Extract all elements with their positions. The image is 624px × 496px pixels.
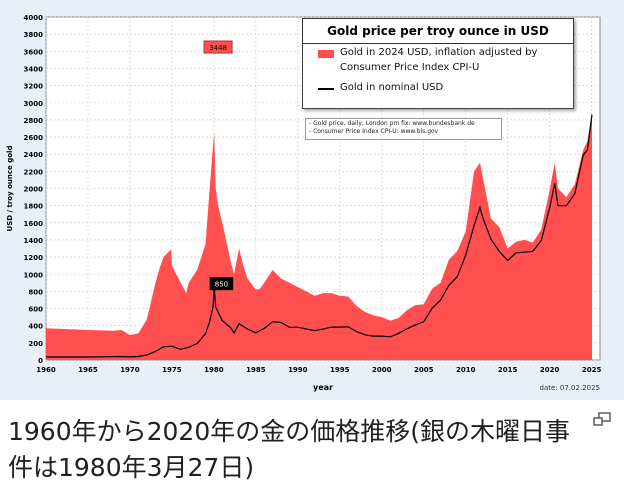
y-tick-label: 3400 — [24, 65, 44, 73]
annotation-label: 3448 — [209, 44, 227, 52]
y-axis-label: USD / troy ounce gold — [6, 146, 14, 232]
y-tick-label: 1000 — [24, 271, 44, 279]
y-tick-label: 800 — [28, 288, 43, 296]
y-tick-label: 2000 — [24, 186, 44, 194]
x-tick-label: 2000 — [372, 366, 392, 374]
x-tick-label: 1990 — [288, 366, 308, 374]
figure-caption: 1960年から2020年の金の価格推移(銀の木曜日事件は1980年3月27日) — [8, 417, 571, 482]
source-notes-box — [305, 118, 502, 140]
y-tick-label: 1400 — [24, 237, 44, 245]
x-tick-label: 2015 — [498, 366, 518, 374]
x-tick-label: 1970 — [120, 366, 140, 374]
expand-image-icon[interactable] — [593, 412, 611, 426]
chart-figure: 0 200 400 600 800 1000 1200 1400 1600 1800 2000 220… — [0, 0, 624, 400]
y-tick-label: 2600 — [24, 134, 44, 142]
x-tick-label: 1975 — [162, 366, 182, 374]
legend-item-inflation-line1: Gold in 2024 USD, inflation adjusted by — [340, 47, 538, 58]
chart-title: Gold price per troy ounce in USD — [302, 18, 574, 44]
y-tick-label: 0 — [38, 357, 43, 365]
y-tick-label: 3800 — [24, 31, 44, 39]
y-tick-label: 400 — [28, 323, 43, 331]
source-note-1: - Gold price, daily, London pm fix: www.… — [309, 120, 475, 127]
x-tick-label: 2010 — [456, 366, 476, 374]
y-tick-label: 2800 — [24, 117, 44, 125]
y-tick-label: 3200 — [24, 83, 44, 91]
y-tick-label: 200 — [28, 340, 43, 348]
y-tick-label: 1200 — [24, 254, 44, 262]
y-tick-label: 2200 — [24, 168, 44, 176]
series-nominal-line — [46, 114, 593, 358]
x-tick-label: 1965 — [78, 366, 98, 374]
y-tick-label: 1600 — [24, 220, 44, 228]
y-tick-label: 4000 — [24, 14, 44, 22]
x-tick-label: 2020 — [540, 366, 560, 374]
date-label: date: 07.02.2025 — [540, 384, 600, 392]
x-tick-label: 1980 — [204, 366, 224, 374]
x-tick-label: 1995 — [330, 366, 350, 374]
y-tick-label: 2400 — [24, 151, 44, 159]
legend-item-nominal: Gold in nominal USD — [340, 82, 444, 93]
annotation-box — [203, 40, 233, 54]
y-tick-label: 1800 — [24, 203, 44, 211]
x-tick-label: 1960 — [36, 366, 56, 374]
legend-item-inflation-line2: Consumer Price Index CPI-U — [340, 62, 480, 73]
legend-swatch-inflation — [318, 50, 334, 58]
x-tick-label: 2005 — [414, 366, 434, 374]
annotation-box — [209, 277, 234, 291]
legend-swatch-nominal — [318, 88, 334, 90]
annotation-label: 850 — [215, 281, 228, 289]
y-tick-label: 3000 — [24, 100, 44, 108]
x-tick-label: 2025 — [582, 366, 602, 374]
y-tick-label: 600 — [28, 306, 43, 314]
series-inflation-adjusted-area — [46, 111, 593, 360]
y-tick-label: 3600 — [24, 48, 44, 56]
source-note-2: - Consumer Price Index CPI-U: www.bls.go… — [309, 128, 439, 135]
x-tick-label: 1985 — [246, 366, 266, 374]
x-axis-label: year — [313, 383, 333, 392]
